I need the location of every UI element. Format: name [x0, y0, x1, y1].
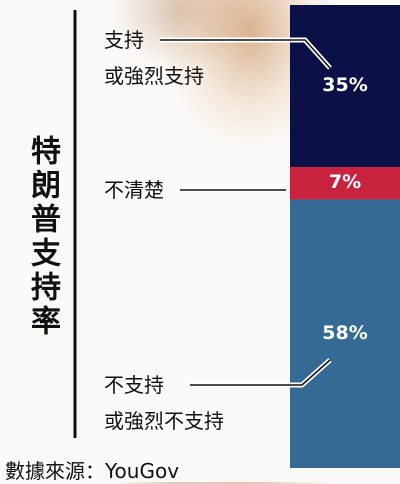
- value-label: 58%: [290, 322, 400, 344]
- series-label: 支持 或強烈支持: [104, 22, 204, 94]
- series-label: 不支持 或強烈不支持: [104, 367, 224, 439]
- page: 特朗普支持率 數據來源：YouGov (() => { const data =…: [0, 0, 400, 482]
- chart-title: 特朗普支持率: [20, 135, 64, 339]
- value-label: 35%: [290, 74, 400, 96]
- series-label: 不清楚: [104, 172, 164, 208]
- value-label: 7%: [290, 171, 400, 193]
- source: 數據來源：YouGov: [5, 455, 179, 484]
